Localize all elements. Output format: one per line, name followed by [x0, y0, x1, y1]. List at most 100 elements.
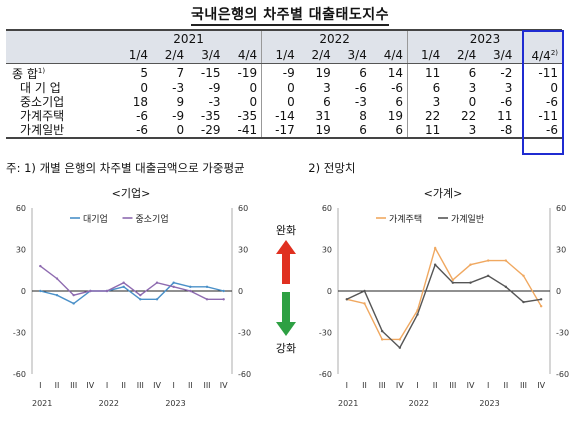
- table-cell: 3: [323, 81, 331, 95]
- quarter-header: 3/4: [480, 46, 517, 64]
- x-tick-label: I: [39, 381, 41, 390]
- data-point: [433, 263, 437, 266]
- table-cell: -29: [188, 123, 225, 139]
- year-header: 2023: [407, 29, 562, 46]
- arrow-graphic: [276, 240, 296, 336]
- table-cell: -11: [538, 65, 558, 80]
- data-point: [55, 293, 59, 297]
- data-point: [72, 293, 75, 297]
- x-tick-label: IV: [220, 381, 228, 390]
- table-cell: 31: [315, 109, 331, 123]
- table-row: 종 합1) 5 7 -15 -19 -9 19 6 14 11 6 -2 -11: [6, 63, 562, 81]
- y-tick-label-right: 30: [556, 246, 566, 255]
- y-tick-label-right: 60: [238, 204, 248, 213]
- row-label: 대 기 업: [20, 81, 61, 95]
- table-cell: -6: [354, 81, 367, 95]
- x-tick-label: II: [55, 381, 60, 390]
- data-point: [469, 281, 472, 284]
- table-row: 중소기업 18 9 -3 0 0 6 -3 6 3 0 -6 -6: [6, 95, 562, 109]
- data-point: [155, 281, 159, 284]
- table-cell: -8: [480, 123, 517, 139]
- quarter-header: 2/4: [152, 46, 189, 64]
- table-cell: -6: [391, 81, 404, 95]
- x-year-label: 2022: [99, 399, 119, 408]
- footnote-1: 주: 1) 개별 은행의 차주별 대출금액으로 가중평균: [6, 161, 245, 175]
- table-row: 가계주택 -6 -9 -35 -35 -14 31 8 19 22 22 11 …: [6, 109, 562, 123]
- table-row: 가계일반 -6 0 -29 -41 -17 19 6 6 11 3 -8 -6: [6, 123, 562, 139]
- table-cell: 11: [407, 63, 445, 81]
- data-point: [222, 289, 225, 293]
- quarter-header: 2/4: [444, 46, 481, 64]
- data-point: [398, 338, 402, 341]
- data-point: [380, 338, 384, 341]
- x-tick-label: I: [346, 381, 348, 390]
- x-year-label: 2023: [479, 399, 499, 408]
- table-cell: -3: [354, 95, 367, 109]
- table-cell: 0: [550, 81, 558, 95]
- legend-label: 가계일반: [451, 213, 484, 225]
- table-cell: 19: [298, 123, 335, 139]
- y-tick-label-left: 30: [16, 246, 26, 255]
- data-point: [380, 329, 384, 333]
- data-point: [89, 289, 92, 293]
- row-note: 1): [37, 67, 46, 75]
- series-line-2: [39, 265, 224, 301]
- table-cell: 0: [261, 95, 299, 109]
- easing-tightening-indicator: 완화 강화: [266, 222, 306, 362]
- survey-table: 2021 2022 2023 1/4 2/4 3/4 4/4 1/4 2/4 3…: [6, 29, 562, 139]
- chart-title: <가계>: [424, 187, 463, 200]
- data-point: [172, 281, 175, 284]
- x-tick-label: II: [362, 381, 367, 390]
- data-point: [122, 281, 125, 284]
- y-tick-label-right: 0: [556, 287, 561, 296]
- data-point: [155, 298, 159, 301]
- quarter-header: 1/4: [116, 46, 153, 64]
- table-cell: 22: [407, 109, 445, 123]
- footnote-2: 2) 전망치: [308, 161, 356, 175]
- data-point: [105, 289, 109, 293]
- table-cell: 6: [323, 95, 331, 109]
- x-tick-label: III: [203, 381, 210, 390]
- y-tick-label-left: -30: [13, 329, 26, 338]
- y-tick-label-left: 60: [16, 204, 26, 213]
- x-tick-label: II: [188, 381, 193, 390]
- y-tick-label-left: 0: [21, 287, 26, 296]
- y-tick-label-right: 0: [238, 287, 243, 296]
- data-point: [539, 305, 543, 308]
- data-point: [486, 259, 490, 262]
- series-line-1: [346, 246, 542, 341]
- data-point: [504, 285, 508, 289]
- quarter-header: 3/4: [188, 46, 225, 64]
- table-cell: -9: [261, 63, 299, 81]
- x-tick-label: I: [106, 381, 108, 390]
- table-cell: -11: [538, 109, 558, 123]
- x-tick-label: I: [416, 381, 418, 390]
- quarter-header: 4/4: [370, 46, 408, 64]
- table-cell: 6: [370, 123, 408, 139]
- x-tick-label: IV: [86, 381, 94, 390]
- y-tick-label-right: 60: [556, 204, 566, 213]
- x-tick-label: IV: [467, 381, 475, 390]
- data-point: [416, 313, 419, 316]
- table-cell: -9: [172, 109, 185, 123]
- data-point: [451, 278, 455, 282]
- data-point: [205, 285, 209, 289]
- footnotes: 주: 1) 개별 은행의 차주별 대출금액으로 가중평균 2) 전망치: [6, 160, 416, 176]
- table-cell: -17: [261, 123, 299, 139]
- data-point: [522, 300, 525, 304]
- data-point: [451, 281, 455, 284]
- series-line-2: [346, 263, 542, 349]
- row-label-text: 종 합: [12, 67, 38, 81]
- x-tick-label: III: [520, 381, 527, 390]
- x-year-label: 2021: [32, 399, 52, 408]
- table-cell: 19: [387, 109, 404, 123]
- arrow-up-icon: [276, 240, 296, 284]
- x-tick-label: II: [433, 381, 438, 390]
- legend-label: 중소기업: [136, 214, 169, 225]
- table-cell: -9: [208, 81, 221, 95]
- quarter-header: 2/4: [298, 46, 335, 64]
- table-cell: -35: [200, 109, 221, 123]
- table-cell: -15: [200, 65, 221, 80]
- data-point: [72, 302, 75, 305]
